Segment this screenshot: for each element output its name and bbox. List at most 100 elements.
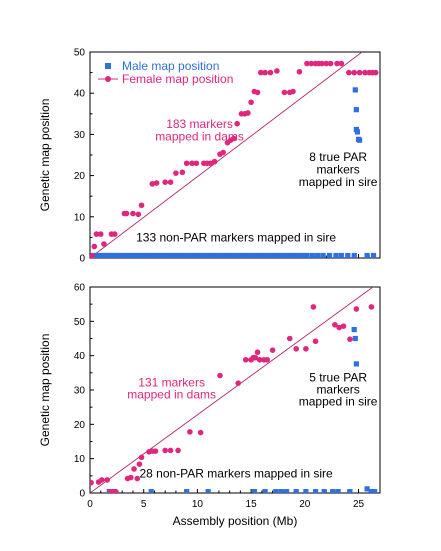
female-point (269, 347, 276, 353)
male-point (262, 252, 268, 258)
fit-line (90, 287, 374, 493)
female-point (334, 60, 340, 67)
female-point (183, 160, 190, 167)
female-point (351, 69, 358, 76)
y-tick-label: 0 (79, 489, 85, 500)
x-axis-label: Assembly position (Mb) (173, 514, 298, 528)
male-point (227, 252, 233, 258)
male-point (283, 489, 290, 493)
annotation: 28 non-PAR markers mapped in sire (139, 467, 333, 481)
female-point (189, 160, 195, 167)
male-point (148, 489, 154, 493)
y-axis-label: Genetic map position (38, 99, 52, 212)
male-point (372, 489, 378, 493)
female-point (211, 158, 218, 165)
male-point (268, 252, 275, 258)
female-point (290, 88, 296, 95)
female-point (296, 68, 303, 75)
female-point (179, 169, 186, 176)
female-point (293, 346, 300, 352)
male-point (278, 489, 284, 493)
male-point (352, 335, 358, 342)
female-point (217, 372, 223, 379)
male-point (165, 252, 172, 258)
female-point (91, 243, 98, 250)
female-point (254, 89, 261, 96)
female-point (323, 60, 330, 67)
male-point (315, 252, 321, 258)
male-point (148, 252, 154, 258)
plot-area (90, 52, 379, 258)
female-point (231, 135, 237, 142)
male-point (198, 252, 204, 258)
male-point (157, 252, 163, 258)
female-point (138, 454, 145, 461)
female-point (262, 69, 268, 76)
male-point (265, 252, 271, 258)
female-point (90, 252, 95, 258)
male-point (285, 252, 291, 258)
female-point (257, 69, 264, 76)
annotation: 8 true PAR (309, 150, 367, 164)
male-point (246, 252, 252, 258)
legend-male-marker (105, 63, 111, 69)
female-point (101, 241, 107, 247)
female-point (131, 466, 137, 472)
female-point (338, 60, 345, 67)
male-point (301, 252, 307, 258)
female-point (336, 324, 342, 331)
female-point (220, 149, 226, 156)
male-point (243, 252, 249, 258)
x-tick-label: 10 (192, 499, 204, 510)
female-point (245, 110, 251, 116)
female-point (136, 461, 143, 467)
x-tick-label: 15 (246, 499, 258, 510)
female-point (346, 69, 352, 76)
male-point (214, 252, 220, 258)
female-point (372, 69, 379, 76)
male-point (338, 252, 344, 258)
y-tick-label: 10 (74, 212, 86, 223)
female-point (340, 323, 347, 329)
legend-label: Female map position (122, 72, 233, 86)
female-point (167, 447, 174, 454)
male-point (326, 252, 333, 258)
female-point (242, 356, 249, 363)
x-tick-label: 20 (299, 499, 311, 510)
female-point (254, 349, 261, 356)
y-tick-label: 50 (74, 48, 86, 59)
female-point (135, 211, 142, 218)
y-tick-label: 40 (74, 89, 86, 100)
female-point (304, 60, 310, 67)
x-tick-label: 25 (353, 499, 365, 510)
legend-female-marker (105, 76, 111, 82)
legend-label: Male map position (122, 59, 219, 73)
male-point (351, 252, 357, 258)
male-point (185, 252, 191, 258)
male-point (236, 252, 242, 258)
female-point (235, 380, 242, 386)
annotation: mapped in sire (299, 394, 378, 408)
x-tick-label: 5 (141, 499, 147, 510)
female-point (93, 231, 100, 237)
annotation: 183 markers (166, 117, 233, 131)
plot-area (90, 287, 378, 493)
female-point (274, 68, 280, 74)
male-point (262, 489, 268, 493)
male-point (353, 107, 359, 113)
male-point (272, 252, 278, 258)
male-point (188, 252, 194, 258)
male-point (121, 252, 127, 258)
y-tick-label: 20 (74, 171, 86, 182)
female-point (138, 202, 145, 209)
male-point (309, 252, 315, 258)
male-point (204, 252, 210, 258)
female-point (286, 335, 293, 342)
y-tick-label: 40 (74, 351, 86, 362)
male-point (256, 252, 262, 258)
y-tick-label: 20 (74, 420, 86, 431)
y-tick-label: 60 (74, 283, 86, 294)
female-point (149, 181, 156, 187)
male-point (333, 252, 339, 258)
